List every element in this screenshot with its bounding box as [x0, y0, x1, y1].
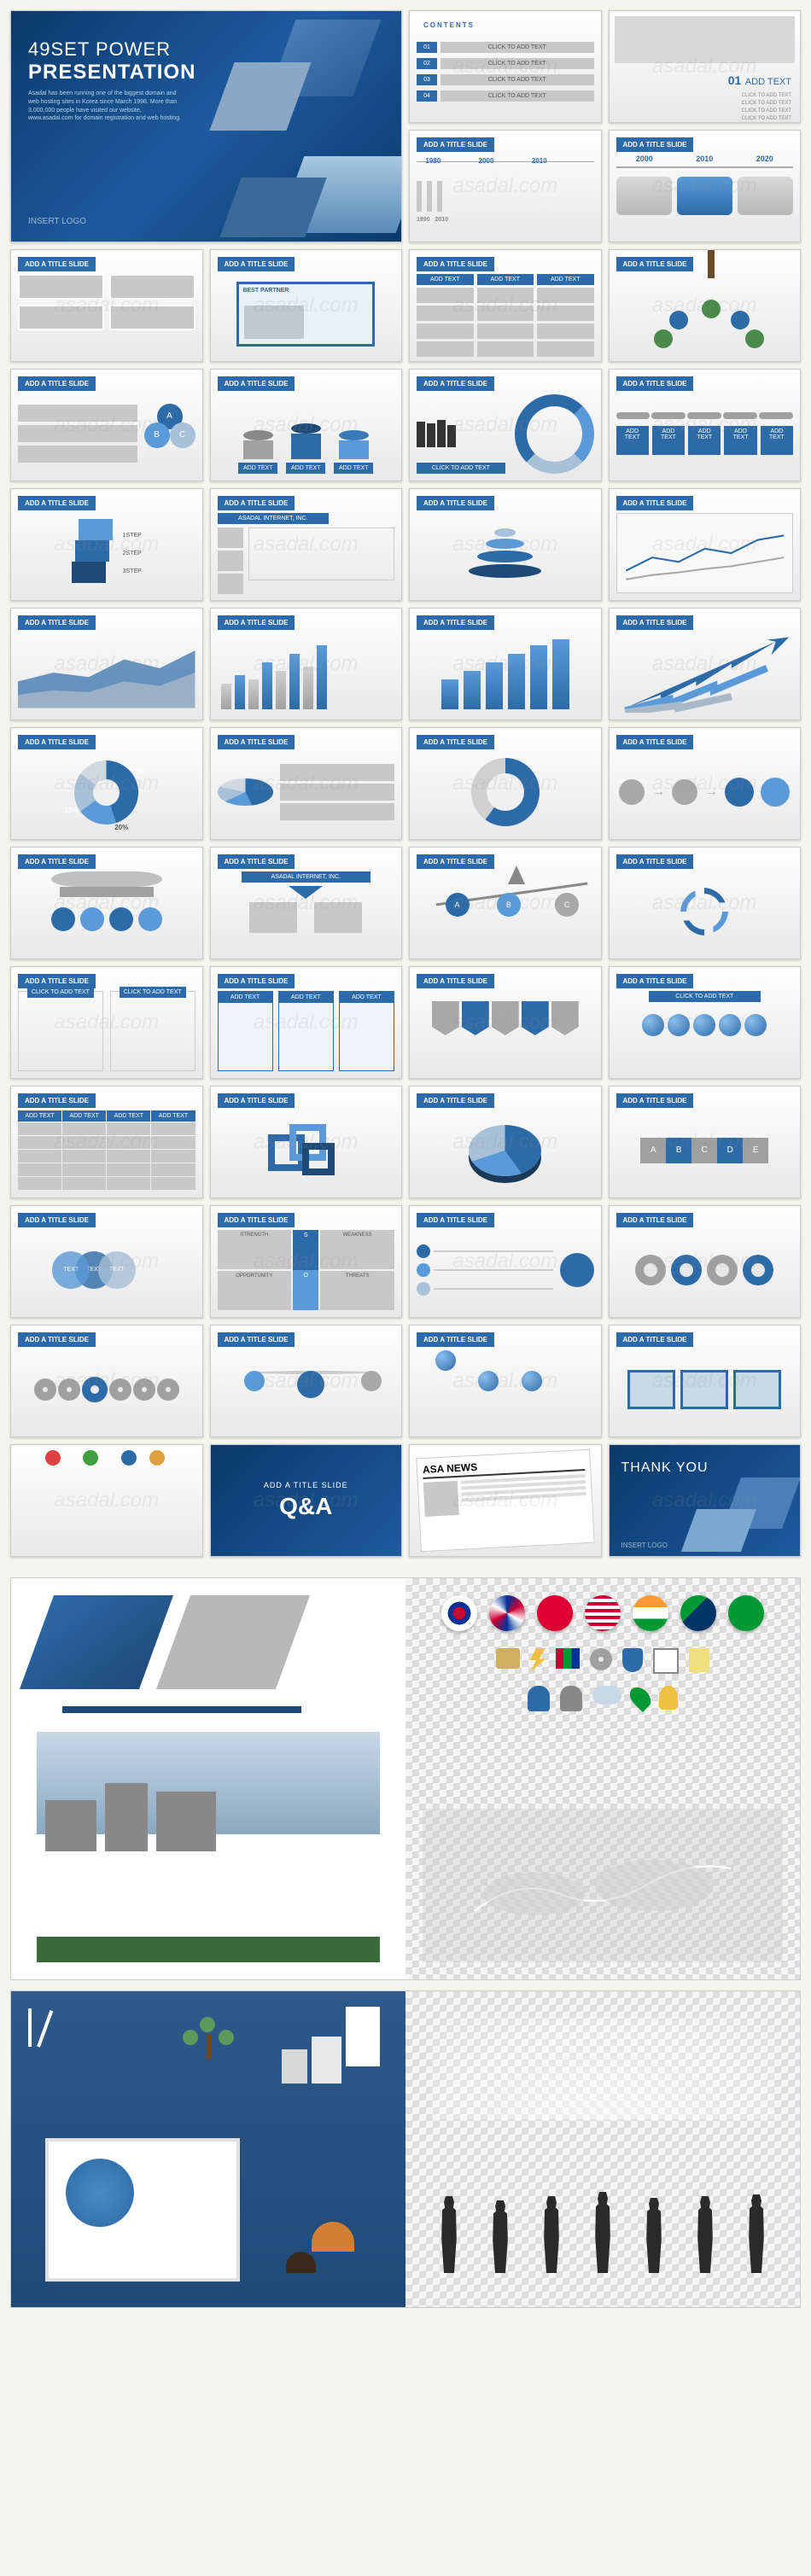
- silhouette-icon: [534, 2196, 569, 2273]
- flag-uk: [489, 1595, 525, 1631]
- donut-slide[interactable]: ADD A TITLE SLIDE 45% 15% 20% asadal.com: [10, 727, 203, 840]
- person-icon: [560, 1686, 582, 1711]
- data-table-slide[interactable]: ADD A TITLE SLIDE ADD TEXTADD TEXTADD TE…: [10, 1086, 203, 1198]
- flag-china: [537, 1595, 573, 1631]
- cover-subtitle: Asadal has been running one of the bigge…: [28, 90, 182, 123]
- pin-icon: [626, 1683, 655, 1712]
- folder-icon: [496, 1648, 520, 1669]
- people-ring-slide[interactable]: ADD A TITLE SLIDE CLICK TO ADD TEXT asad…: [409, 369, 602, 481]
- slide-grid: 49SET POWER PRESENTATION Asadal has been…: [0, 0, 811, 1567]
- asset-panel-2: [10, 1990, 801, 2308]
- section-number: 01: [728, 73, 742, 87]
- timeline-slide[interactable]: ADD A TITLE SLIDE 1980 2000 2010 1990 20…: [409, 130, 602, 242]
- arrow-chart-slide[interactable]: ADD A TITLE SLIDE asadal.com: [609, 608, 802, 720]
- silhouette-icon: [739, 2194, 773, 2273]
- arc-spheres-slide[interactable]: ADD A TITLE SLIDE asadal.com: [409, 1325, 602, 1437]
- contents-heading: CONTENTS: [417, 18, 481, 32]
- cube-frames-slide[interactable]: ADD A TITLE SLIDE asadal.com: [210, 1086, 403, 1198]
- mixed-chart-slide[interactable]: ADD A TITLE SLIDE asadal.com: [210, 608, 403, 720]
- cube-stack-slide[interactable]: ADD A TITLE SLIDE 1STEP 2STEP 3STEP asad…: [10, 488, 203, 601]
- orbit-slide[interactable]: ADD A TITLE SLIDE asadal.com: [210, 1325, 403, 1437]
- note-icon: [689, 1648, 709, 1672]
- person-icon: [528, 1686, 550, 1711]
- flag-south-africa: [680, 1595, 716, 1631]
- gears-slide[interactable]: ADD A TITLE SLIDE asadal.com: [609, 1205, 802, 1318]
- cycle-arrows-slide[interactable]: ADD A TITLE SLIDE asadal.com: [609, 847, 802, 959]
- icon-flow-slide[interactable]: ADD A TITLE SLIDE asadal.com: [409, 1205, 602, 1318]
- line-chart-slide[interactable]: ADD A TITLE SLIDE asadal.com: [609, 488, 802, 601]
- balance-slide[interactable]: ADD A TITLE SLIDE A B C asadal.com: [409, 847, 602, 959]
- flag-row: [406, 1578, 800, 1631]
- lightning-icon: [530, 1648, 546, 1672]
- two-col-slide[interactable]: ADD A TITLE SLIDE CLICK TO ADD TEXT CLIC…: [10, 966, 203, 1079]
- qa-slide[interactable]: ADD A TITLE SLIDE Q&A asadal.com: [210, 1444, 403, 1557]
- bulb-icon: [659, 1686, 678, 1710]
- list-slide[interactable]: ADD A TITLE SLIDE ASADAL INTERNET, INC. …: [210, 488, 403, 601]
- frame-slide[interactable]: ADD A TITLE SLIDE BEST PARTNER asadal.co…: [210, 249, 403, 362]
- cover-title: 49SET POWER PRESENTATION: [28, 38, 195, 85]
- contents-slide[interactable]: CONTENTS 01CLICK TO ADD TEXT 02CLICK TO …: [409, 10, 602, 123]
- silhouette-icon: [483, 2200, 517, 2273]
- funnel-slide[interactable]: ADD A TITLE SLIDE asadal.com: [10, 847, 203, 959]
- spheres-line-slide[interactable]: ADD A TITLE SLIDE CLICK TO ADD TEXT asad…: [609, 966, 802, 1079]
- gear-icon: [590, 1648, 612, 1670]
- cylinder-slide[interactable]: ADD A TITLE SLIDE ADD TEXT ADD TEXT ADD …: [210, 369, 403, 481]
- calendar-icon: [653, 1648, 679, 1674]
- puzzle-slide[interactable]: ADD A TITLE SLIDE A B C D E asadal.com: [609, 1086, 802, 1198]
- half-donut-slide[interactable]: ADD A TITLE SLIDE asadal.com: [409, 727, 602, 840]
- three-card-slide[interactable]: ADD A TITLE SLIDE ADD TEXT ADD TEXT ADD …: [210, 966, 403, 1079]
- flag-brazil: [728, 1595, 764, 1631]
- cloud-icon: [592, 1686, 621, 1705]
- gear-row-slide[interactable]: ADD A TITLE SLIDE asadal.com: [10, 1325, 203, 1437]
- five-box-slide[interactable]: ADD A TITLE SLIDE ADD TEXT ADD TEXT ADD …: [609, 369, 802, 481]
- tree-slide[interactable]: ADD A TITLE SLIDE asadal.com: [609, 249, 802, 362]
- silhouette-icon: [586, 2192, 620, 2273]
- pyramid-disc-slide[interactable]: ADD A TITLE SLIDE asadal.com: [409, 488, 602, 601]
- silhouette-icon: [432, 2196, 466, 2273]
- chevron-slide[interactable]: ADD A TITLE SLIDE asadal.com: [409, 966, 602, 1079]
- chart-icon: [556, 1648, 580, 1669]
- cover-logo: INSERT LOGO: [28, 217, 86, 226]
- news-slide[interactable]: ASA NEWS asadal.com: [409, 1444, 602, 1557]
- silhouette-icon: [688, 2196, 722, 2273]
- section-slide[interactable]: 01 ADD TEXT CLICK TO ADD TEXT CLICK TO A…: [609, 10, 802, 123]
- icon-row-1: [406, 1648, 800, 1674]
- area-chart-slide[interactable]: ADD A TITLE SLIDE asadal.com: [10, 608, 203, 720]
- abc-slide[interactable]: ADD A TITLE SLIDE A B C asadal.com: [10, 369, 203, 481]
- thank-you-slide[interactable]: THANK YOU INSERT LOGO asadal.com: [609, 1444, 802, 1557]
- cover-graphics: [167, 11, 401, 242]
- table-slide[interactable]: ADD A TITLE SLIDE ADD TEXTADD TEXTADD TE…: [409, 249, 602, 362]
- shield-icon: [622, 1648, 643, 1672]
- venn-slide[interactable]: ADD A TITLE SLIDE TEXT TEXT TEXT asadal.…: [10, 1205, 203, 1318]
- bar-chart-slide[interactable]: ADD A TITLE SLIDE asadal.com: [409, 608, 602, 720]
- world-map-slide[interactable]: asadal.com: [10, 1444, 203, 1557]
- pie-3d2-slide[interactable]: ADD A TITLE SLIDE asadal.com: [409, 1086, 602, 1198]
- cover-slide[interactable]: 49SET POWER PRESENTATION Asadal has been…: [10, 10, 402, 242]
- flag-india: [633, 1595, 668, 1631]
- timeline2-slide[interactable]: ADD A TITLE SLIDE 2000 2010 2020 asadal.…: [609, 130, 802, 242]
- pie-3d-slide[interactable]: ADD A TITLE SLIDE asadal.com: [210, 727, 403, 840]
- flowdown-slide[interactable]: ADD A TITLE SLIDE ASADAL INTERNET, INC. …: [210, 847, 403, 959]
- circle-flow-slide[interactable]: ADD A TITLE SLIDE → → asadal.com: [609, 727, 802, 840]
- photo-grid-slide[interactable]: ADD A TITLE SLIDE asadal.com: [10, 249, 203, 362]
- flag-korea: [441, 1595, 477, 1631]
- flag-usa: [585, 1595, 621, 1631]
- silhouette-icon: [637, 2198, 671, 2273]
- swot-slide[interactable]: ADD A TITLE SLIDE STRENGTH S O WEAKNESS …: [210, 1205, 403, 1318]
- asset-panel-1: [10, 1577, 801, 1980]
- icon-row-2: [406, 1686, 800, 1711]
- monitors-slide[interactable]: ADD A TITLE SLIDE asadal.com: [609, 1325, 802, 1437]
